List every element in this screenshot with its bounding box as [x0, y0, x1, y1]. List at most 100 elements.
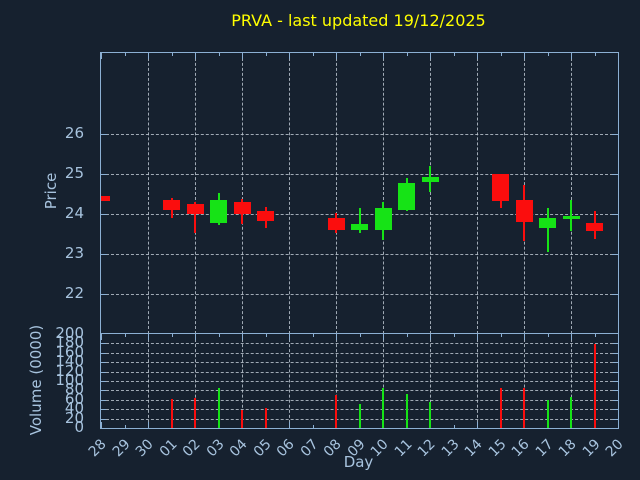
- price-tick-mark: [612, 254, 618, 256]
- day-gridline: [195, 53, 196, 334]
- day-gridline: [430, 334, 431, 428]
- price-tick-label: 25: [64, 164, 84, 183]
- x-tick-mark: [336, 334, 337, 340]
- x-tick-mark: [524, 334, 525, 340]
- volume-tick-mark: [101, 399, 106, 401]
- volume-gridline: [101, 371, 618, 373]
- x-tick-mark: [312, 425, 314, 428]
- volume-tick-label: 180: [55, 333, 84, 352]
- x-tick-mark: [312, 334, 314, 337]
- volume-gridline: [101, 390, 618, 392]
- candle-body: [421, 177, 439, 183]
- price-tick-mark: [101, 254, 107, 256]
- volume-tick-mark: [613, 362, 618, 364]
- x-tick-mark: [265, 53, 267, 56]
- x-tick-mark: [477, 422, 478, 428]
- x-tick-mark: [124, 425, 126, 428]
- x-tick-mark: [289, 334, 290, 340]
- x-tick-mark: [453, 53, 455, 56]
- volume-tick-label: 200: [55, 324, 84, 342]
- volume-tick-label: 20: [64, 408, 84, 427]
- volume-tick-mark: [101, 343, 106, 345]
- volume-bar: [170, 399, 173, 428]
- day-gridline: [571, 53, 572, 334]
- price-tick-mark: [612, 174, 618, 176]
- price-tick-mark: [612, 294, 618, 296]
- day-gridline: [195, 334, 196, 428]
- volume-tick-label: 80: [64, 380, 84, 399]
- volume-tick-mark: [613, 343, 618, 345]
- volume-bar: [570, 397, 572, 428]
- x-tick-mark: [124, 334, 126, 337]
- x-tick-mark: [148, 53, 149, 59]
- x-tick-mark: [524, 53, 525, 59]
- volume-tick-mark: [101, 409, 106, 411]
- x-tick-mark: [148, 334, 149, 340]
- volume-tick-label: 140: [55, 352, 84, 371]
- day-gridline: [336, 53, 337, 334]
- candle-body: [351, 223, 368, 231]
- x-tick-mark: [171, 53, 173, 56]
- price-gridline: [101, 134, 618, 136]
- candle-body: [492, 174, 509, 202]
- volume-tick-mark: [101, 390, 106, 392]
- volume-tick-mark: [613, 418, 618, 420]
- day-gridline: [148, 53, 149, 334]
- volume-tick-label: 60: [64, 389, 84, 408]
- day-gridline: [242, 53, 243, 334]
- candle-body: [374, 207, 392, 231]
- price-tick-mark: [101, 174, 107, 176]
- volume-gridline: [101, 381, 618, 382]
- price-tick-mark: [101, 294, 107, 296]
- x-tick-mark: [618, 53, 619, 59]
- volume-gridline: [101, 343, 618, 345]
- day-gridline: [571, 334, 572, 428]
- price-tick-mark: [612, 134, 618, 136]
- x-tick-mark: [265, 334, 267, 337]
- day-gridline: [289, 334, 290, 428]
- day-gridline: [383, 53, 384, 334]
- candle-body: [398, 182, 415, 211]
- day-gridline: [524, 334, 525, 428]
- volume-bar: [241, 410, 243, 428]
- x-tick-mark: [289, 422, 290, 428]
- x-tick-mark: [477, 53, 478, 59]
- volume-bar: [382, 387, 384, 428]
- x-tick-mark: [477, 334, 478, 340]
- volume-tick-label: 120: [55, 361, 84, 380]
- volume-tick-label: 0: [74, 418, 84, 436]
- x-tick-mark: [218, 53, 220, 56]
- volume-tick-label: 100: [55, 371, 84, 389]
- day-gridline: [336, 334, 337, 428]
- x-tick-mark: [359, 53, 361, 56]
- price-tick-label: 22: [64, 284, 84, 303]
- x-tick-mark: [195, 334, 196, 340]
- x-tick-mark: [547, 334, 549, 337]
- candle-body: [562, 215, 580, 220]
- volume-tick-label: 160: [55, 342, 84, 361]
- volume-bar: [546, 399, 549, 428]
- volume-bar: [194, 397, 196, 428]
- volume-bar: [593, 343, 596, 428]
- x-tick-mark: [618, 334, 619, 340]
- volume-tick-mark: [613, 371, 618, 373]
- x-tick-mark: [218, 334, 220, 337]
- volume-tick-mark: [613, 381, 618, 382]
- day-gridline: [477, 53, 478, 334]
- x-tick-mark: [500, 334, 502, 337]
- candle-body: [327, 217, 345, 231]
- x-tick-mark: [101, 422, 102, 428]
- candle-body: [539, 217, 556, 228]
- candle-body: [233, 201, 251, 215]
- price-gridline: [101, 294, 618, 296]
- volume-bar: [335, 395, 337, 428]
- volume-tick-mark: [101, 418, 106, 420]
- volume-bar: [405, 394, 408, 428]
- price-gridline: [101, 254, 618, 256]
- volume-bar: [523, 388, 525, 428]
- day-gridline: [148, 334, 149, 428]
- candle-wick: [194, 201, 196, 233]
- volume-bar: [217, 387, 220, 428]
- x-tick-mark: [406, 334, 408, 337]
- candle-body: [257, 210, 274, 221]
